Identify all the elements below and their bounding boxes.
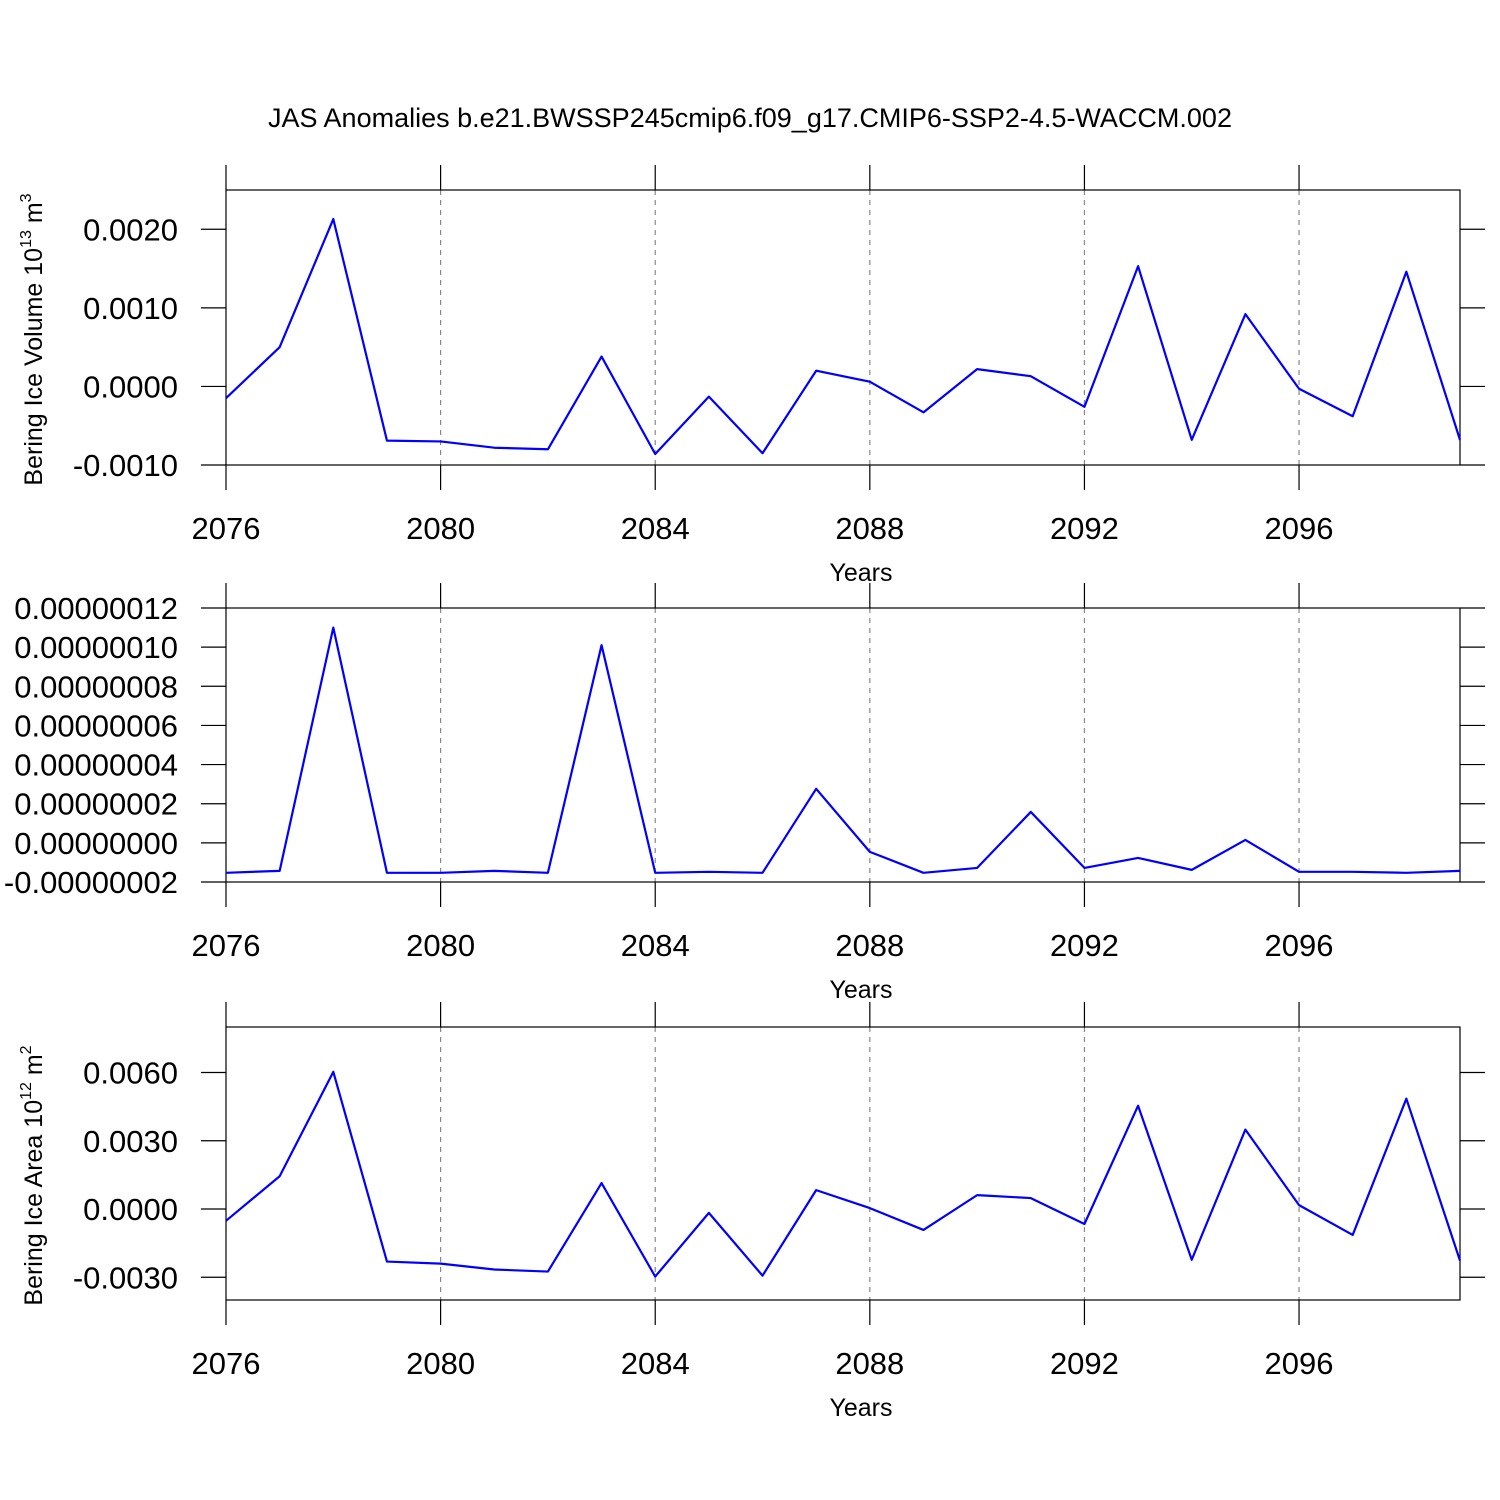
y-tick-label: -0.0030	[73, 1260, 178, 1295]
figure-title: JAS Anomalies b.e21.BWSSP245cmip6.f09_g1…	[268, 103, 1232, 133]
y-tick-label: 0.00000000	[14, 826, 178, 861]
data-line	[225, 217, 1462, 456]
x-tick-label: 2096	[1265, 928, 1334, 963]
x-axis-label: Years	[829, 559, 892, 587]
x-tick-label: 2092	[1050, 1346, 1119, 1381]
y-axis-label-part: m	[20, 202, 48, 230]
y-tick-label: 0.00000008	[14, 669, 178, 704]
plot-frame	[225, 189, 1461, 466]
y-axis-label-part: Bering Ice Volume 10	[20, 248, 48, 486]
y-tick-label: -0.00000002	[4, 865, 178, 900]
y-tick-label: 0.0020	[83, 212, 178, 247]
x-tick-label: 2076	[192, 1346, 261, 1381]
y-axis-label-superscript: 13	[18, 230, 35, 248]
y-tick-label: 0.00000006	[14, 708, 178, 743]
x-tick-label: 2088	[835, 1346, 904, 1381]
x-tick-label: 2080	[406, 1346, 475, 1381]
x-tick-label: 2092	[1050, 511, 1119, 546]
y-axis-label-part: m	[20, 1054, 48, 1082]
y-axis-label-superscript: 2	[18, 1045, 35, 1054]
y-tick-label: 0.0000	[83, 1192, 178, 1227]
y-tick-label: -0.0010	[73, 448, 178, 483]
y-tick-label: 0.0030	[83, 1124, 178, 1159]
plot-frame	[225, 607, 1461, 883]
y-axis-label-superscript: 12	[18, 1082, 35, 1100]
plot-frame	[225, 1026, 1461, 1301]
data-line	[225, 626, 1461, 874]
x-tick-label: 2088	[835, 511, 904, 546]
x-axis-label: Years	[829, 976, 892, 1004]
y-axis-label: Bering Ice Volume 1013 m3	[18, 193, 48, 485]
y-tick-label: 0.0010	[83, 291, 178, 326]
y-tick-label: 0.00000004	[14, 748, 178, 783]
x-tick-label: 2084	[621, 511, 690, 546]
x-tick-label: 2080	[406, 928, 475, 963]
data-line	[225, 1070, 1462, 1278]
x-tick-label: 2096	[1265, 1346, 1334, 1381]
y-tick-label: 0.00000010	[14, 630, 178, 665]
x-tick-label: 2084	[621, 1346, 690, 1381]
y-tick-label: 0.0060	[83, 1056, 178, 1091]
y-tick-label: 0.00000012	[14, 591, 178, 626]
y-axis-label-superscript: 3	[18, 193, 35, 202]
x-tick-label: 2088	[835, 928, 904, 963]
x-tick-label: 2084	[621, 928, 690, 963]
x-tick-label: 2092	[1050, 928, 1119, 963]
x-tick-label: 2076	[192, 511, 261, 546]
x-axis-label: Years	[829, 1394, 892, 1422]
x-tick-label: 2096	[1265, 511, 1334, 546]
y-axis-label-part: Bering Ice Area 10	[20, 1100, 48, 1306]
x-tick-label: 2080	[406, 511, 475, 546]
y-axis-label: Bering Ice Area 1012 m2	[18, 1045, 48, 1305]
y-tick-label: 0.0000	[83, 369, 178, 404]
y-tick-label: 0.00000002	[14, 787, 178, 822]
x-tick-label: 2076	[192, 928, 261, 963]
